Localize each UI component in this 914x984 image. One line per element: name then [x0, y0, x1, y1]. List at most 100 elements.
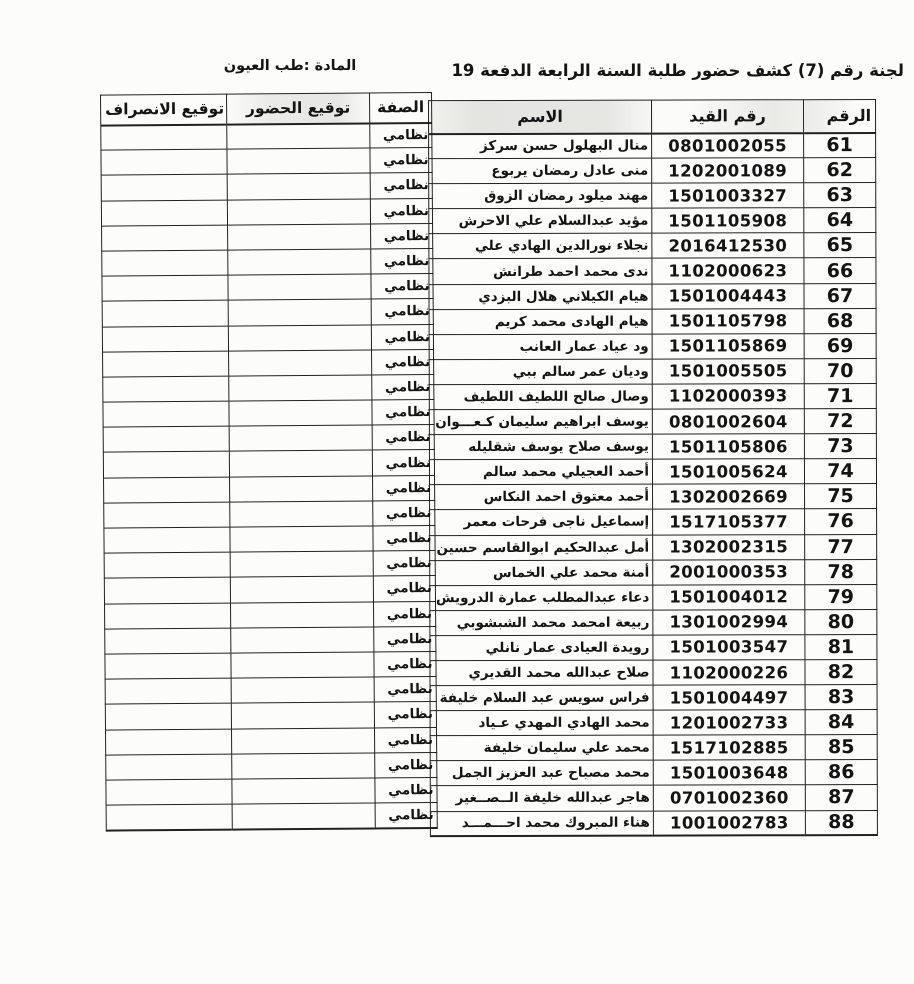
student-row: 61 0801002055 منال البهلول حسن سركز: [428, 132, 876, 159]
signature-row: نظامي: [104, 550, 436, 579]
student-name-cell: أحمد العجيلي محمد سالم: [429, 459, 653, 485]
reg-no-cell: 1501105869: [652, 333, 805, 359]
col-header-number: الرقم: [803, 99, 876, 133]
student-name-cell: فراس سويس عبد السلام خليفة: [430, 685, 654, 711]
status-cell: نظامي: [371, 298, 434, 325]
status-cell: نظامي: [373, 575, 436, 602]
attendance-signature-cell: [230, 651, 375, 679]
status-cell: نظامي: [374, 701, 437, 728]
col-header-departure-signature: توقيع الانصراف: [100, 94, 227, 126]
departure-signature-cell: [103, 527, 231, 554]
student-name-cell: صلاح عبدالله محمد القديري: [429, 660, 654, 686]
student-name-cell: هيام الكيلاني هلال البزدي: [428, 283, 653, 310]
student-name-cell: ربيعة امحمد محمد الشبشوبي: [429, 609, 653, 636]
row-number-cell: 62: [803, 157, 876, 183]
departure-signature-cell: [105, 703, 232, 730]
row-number-cell: 83: [805, 684, 878, 710]
status-cell: نظامي: [372, 424, 435, 451]
departure-signature-cell: [101, 199, 228, 226]
student-row: 84 1201002733 محمد الهادي المهدي عـياد: [430, 709, 878, 736]
attendance-signature-cell: [229, 525, 374, 553]
departure-signature-cell: [104, 577, 231, 604]
student-name-cell: نجلاء نورالدين الهادي علي: [428, 233, 652, 260]
departure-signature-cell: [103, 426, 230, 453]
row-number-cell: 61: [803, 132, 876, 158]
student-row: 66 1102000623 ندى محمد احمد طرانش: [428, 257, 876, 285]
attendance-signature-cell: [228, 374, 372, 402]
signature-row: نظامي: [104, 575, 436, 604]
status-cell: نظامي: [371, 399, 435, 426]
row-number-cell: 74: [804, 458, 877, 485]
signature-row: نظامي: [100, 122, 432, 151]
row-number-cell: 87: [805, 784, 878, 811]
status-cell: نظامي: [372, 525, 436, 552]
status-cell: نظامي: [370, 248, 433, 275]
reg-no-cell: 1102000623: [651, 258, 804, 284]
row-number-cell: 75: [804, 483, 877, 510]
departure-signature-cell: [105, 728, 232, 755]
status-cell: نظامي: [373, 601, 436, 627]
reg-no-cell: 1102000226: [652, 659, 806, 686]
departure-signature-cell: [101, 224, 228, 252]
status-cell: نظامي: [373, 651, 437, 678]
student-name-cell: مهند ميلود رمضان الزوق: [428, 183, 652, 209]
reg-no-cell: 1501005505: [652, 358, 805, 385]
student-row: 81 1501003547 رويدة العيادى عمار نانلي: [429, 634, 877, 661]
status-cell: نظامي: [374, 726, 437, 753]
status-cell: نظامي: [371, 349, 434, 375]
signature-row: نظامي: [105, 777, 438, 806]
signature-row: نظامي: [101, 198, 433, 226]
attendance-signature-cell: [227, 223, 371, 251]
student-row: 76 1517105377 إسماعيل ناجى فرحات معمر: [429, 508, 877, 536]
reg-no-cell: 0801002055: [651, 132, 804, 159]
row-number-cell: 64: [803, 207, 876, 234]
student-name-cell: محمد علي سليمان خليفة: [430, 735, 654, 762]
signature-row: نظامي: [106, 802, 438, 831]
departure-signature-cell: [103, 476, 230, 503]
student-name-cell: منال البهلول حسن سركز: [428, 133, 652, 159]
signature-row: نظامي: [105, 701, 437, 730]
departure-signature-cell: [105, 753, 232, 780]
student-name-cell: هاجر عبدالله خليفة الــصــغير: [430, 785, 654, 812]
departure-signature-cell: [100, 149, 228, 176]
student-row: 77 1302002315 أمل عبدالحكيم ابوالقاسم حسين: [429, 533, 877, 561]
signature-row: نظامي: [102, 374, 434, 403]
signature-row: نظامي: [103, 475, 435, 503]
student-name-cell: رويدة العيادى عمار نانلي: [429, 634, 653, 661]
departure-signature-cell: [101, 174, 228, 201]
signature-row: نظامي: [103, 424, 435, 453]
student-row: 86 1501003648 محمد مصباح عبد العزيز الجمل: [430, 759, 878, 787]
student-name-cell: هناء المبروك محمد احـــمـــد: [430, 810, 654, 837]
signature-row: نظامي: [104, 626, 436, 655]
departure-signature-cell: [104, 653, 232, 680]
student-row: 71 1102000393 وصال صالح اللطيف اللطيف: [429, 383, 877, 410]
reg-no-cell: 1202001089: [651, 157, 804, 184]
signature-row: نظامي: [103, 449, 435, 478]
col-header-name: الاسم: [428, 100, 652, 134]
signatures-table-header-row: الصفة توقيع الحضور توقيع الانصراف: [100, 92, 432, 126]
student-row: 72 0801002604 يوسف ابراهيم سليمان كـعـــوا…: [429, 408, 877, 435]
attendance-signature-cell: [228, 349, 372, 376]
signature-row: نظامي: [100, 147, 433, 176]
student-row: 83 1501004497 فراس سويس عبد السلام خليفة: [430, 684, 878, 711]
row-number-cell: 82: [804, 659, 878, 685]
attendance-signature-cell: [228, 400, 373, 427]
row-number-cell: 70: [804, 358, 877, 384]
departure-signature-cell: [101, 275, 229, 302]
departure-signature-cell: [102, 350, 229, 377]
row-number-cell: 73: [804, 433, 877, 459]
status-cell: نظامي: [374, 752, 437, 778]
attendance-signature-cell: [231, 677, 375, 704]
signature-row: نظامي: [101, 172, 433, 201]
attendance-signature-cell: [229, 425, 373, 452]
attendance-signature-cell: [230, 626, 374, 654]
status-cell: نظامي: [370, 223, 433, 249]
reg-no-cell: 1501004012: [652, 584, 805, 610]
student-name-cell: محمد الهادي المهدي عـياد: [430, 710, 654, 736]
col-header-attendance-signature: توقيع الحضور: [226, 92, 370, 125]
reg-no-cell: 1501003648: [653, 760, 806, 786]
reg-no-cell: 1517105377: [652, 509, 805, 535]
attendance-signature-cell: [230, 576, 374, 603]
student-row: 63 1501003327 مهند ميلود رمضان الزوق: [428, 182, 876, 209]
